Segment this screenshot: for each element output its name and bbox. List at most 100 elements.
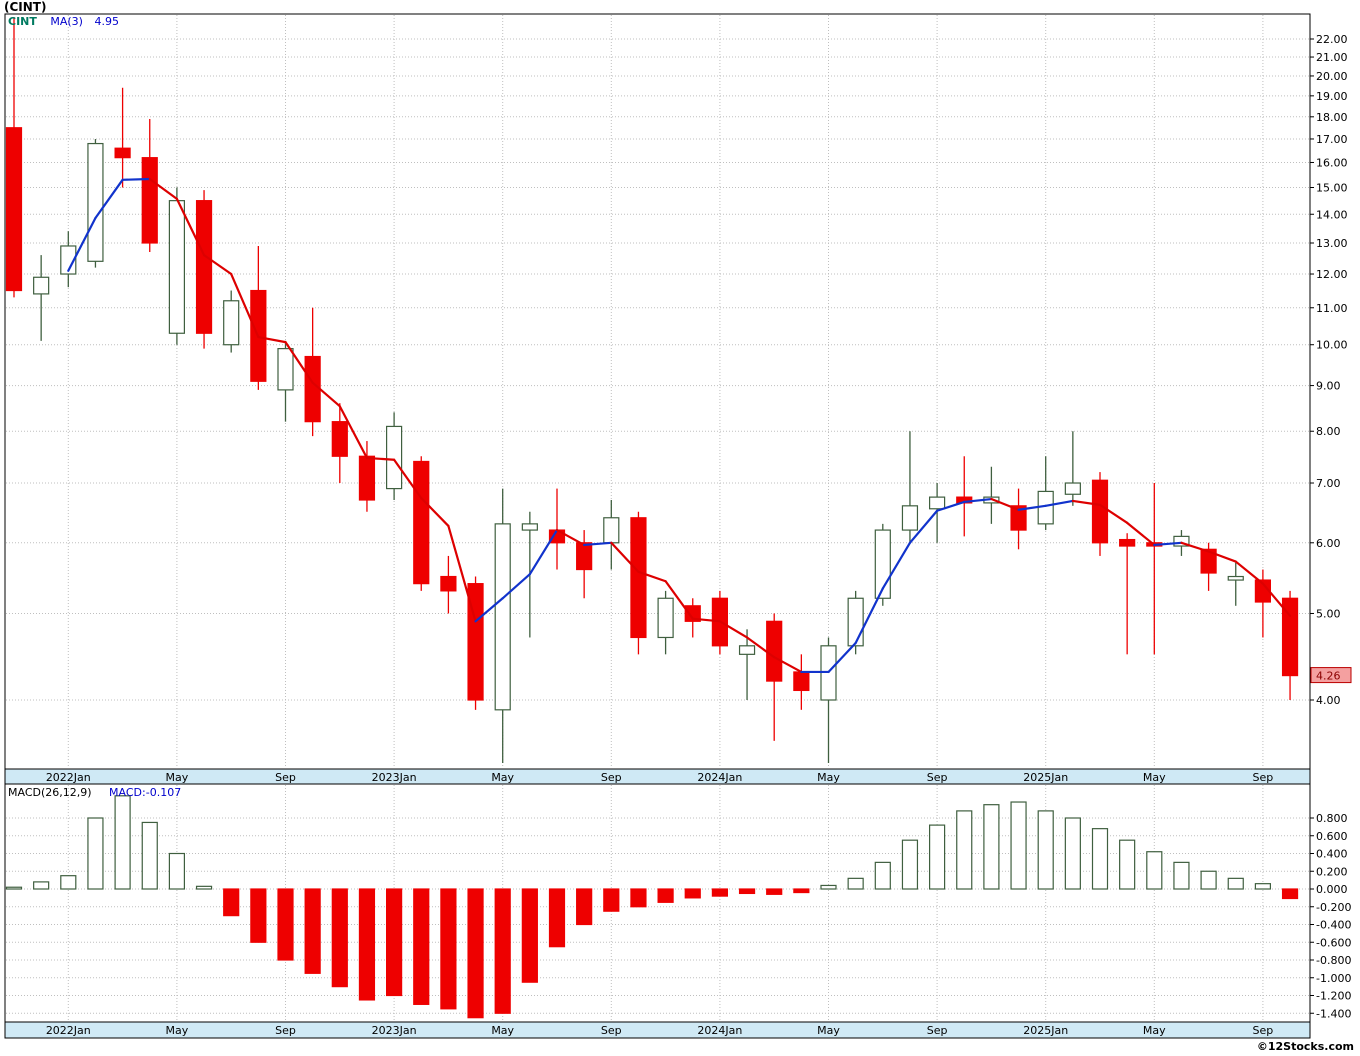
- macd-tick-label: -1.200: [1316, 990, 1351, 1003]
- price-tick-label: 13.00: [1316, 237, 1348, 250]
- macd-bar-2023-12: [684, 888, 701, 899]
- price-tick-label: 18.00: [1316, 111, 1348, 124]
- price-legend: CINT MA(3) 4.95: [8, 15, 127, 28]
- ma3-line-segment: [1071, 499, 1102, 506]
- macd-bar-2024-12: [1010, 801, 1027, 890]
- ma3-line-segment: [555, 528, 586, 547]
- ma3-line-segment: [257, 335, 287, 344]
- macd-bar-2024-08: [901, 839, 919, 890]
- price-tick-label: 5.00: [1316, 607, 1341, 620]
- candle-body-2021-11: [5, 127, 23, 292]
- macd-bar-2024-09: [928, 824, 946, 890]
- candle-body-2023-01: [386, 425, 403, 490]
- candle-body-2024-06: [847, 597, 864, 647]
- macd-bar-2022-07: [223, 888, 240, 917]
- candle-body-2025-02: [1064, 482, 1081, 495]
- ma3-line-segment: [1234, 560, 1265, 585]
- candle-body-2021-12: [33, 276, 50, 295]
- ma3-line-segment: [365, 456, 396, 461]
- candle-body-2022-06: [195, 200, 213, 334]
- ma3-line-segment: [827, 641, 857, 674]
- price-panel: [4, 13, 1311, 770]
- price-tick-label: 9.00: [1316, 380, 1341, 393]
- candle-body-2025-07: [1200, 548, 1217, 574]
- ma3-line-segment: [338, 405, 369, 460]
- ma3-line-segment: [583, 541, 613, 547]
- ma3-line-segment: [990, 497, 1020, 511]
- ma3-line-segment: [393, 458, 423, 500]
- price-tick-label: 4.00: [1316, 694, 1341, 707]
- macd-bar-2022-01: [60, 875, 77, 890]
- date-label-macd: Sep: [275, 1024, 296, 1037]
- macd-bar-2022-04: [141, 821, 158, 890]
- ma3-line-segment: [148, 177, 178, 200]
- date-axis-strip-main: [4, 768, 1311, 785]
- ma3-line-segment: [202, 254, 233, 276]
- macd-bar-2023-03: [440, 888, 457, 1010]
- candle-body-2024-08: [901, 505, 919, 531]
- macd-bar-2024-02: [738, 888, 756, 895]
- price-tick-label: 20.00: [1316, 70, 1348, 83]
- macd-bar-2025-08: [1227, 877, 1244, 890]
- ma3-line-segment: [908, 509, 939, 544]
- price-tick-label: 14.00: [1316, 208, 1348, 221]
- ma3-line-segment: [854, 587, 884, 645]
- candle-body-2022-11: [331, 421, 348, 457]
- ma3-line-segment: [963, 497, 993, 504]
- date-label-macd: 2023Jan: [372, 1024, 417, 1037]
- macd-bar-2023-09: [603, 888, 620, 912]
- macd-bar-2023-11: [657, 888, 674, 903]
- candle-body-2025-04: [1119, 538, 1136, 547]
- ma3-line-segment: [1017, 504, 1047, 511]
- ma3-line-segment: [1180, 541, 1210, 553]
- candle-body-2022-05: [168, 200, 185, 334]
- ma3-line-segment: [1207, 550, 1237, 563]
- macd-tick-label: -0.200: [1316, 901, 1351, 914]
- ma3-line-segment: [67, 216, 97, 272]
- date-label-macd: 2024Jan: [697, 1024, 742, 1037]
- last-price-label: 4.26: [1316, 670, 1341, 683]
- ma3-line-segment: [610, 541, 640, 573]
- ma3-line-segment: [664, 580, 694, 620]
- macd-bar-2025-02: [1064, 817, 1081, 890]
- macd-tick-label: 0.200: [1316, 865, 1348, 878]
- price-tick-label: 21.00: [1316, 51, 1348, 64]
- date-label-main: May: [491, 771, 514, 784]
- candle-body-2023-12: [684, 605, 701, 622]
- ma3-line-segment: [175, 197, 206, 257]
- macd-bar-2023-06: [521, 888, 538, 983]
- date-label-main: 2024Jan: [697, 771, 742, 784]
- candle-body-2023-11: [657, 597, 674, 639]
- candle-body-2023-03: [440, 575, 457, 592]
- date-label-macd: 2022Jan: [46, 1024, 91, 1037]
- candle-body-2023-08: [576, 542, 593, 571]
- macd-tick-label: 0.400: [1316, 848, 1348, 861]
- price-tick-label: 12.00: [1316, 268, 1348, 281]
- macd-legend: MACD(26,12,9) MACD:-0.107: [8, 786, 181, 799]
- macd-bar-2022-10: [304, 888, 321, 974]
- price-tick-label: 19.00: [1316, 90, 1348, 103]
- candle-body-2022-04: [141, 157, 158, 244]
- price-tick-label: 16.00: [1316, 156, 1348, 169]
- macd-bar-2022-08: [250, 888, 267, 943]
- macd-bar-2025-06: [1173, 861, 1190, 890]
- ma3-line-segment: [311, 381, 341, 408]
- watermark: ©12Stocks.com: [1256, 1040, 1354, 1053]
- macd-bar-2025-09: [1254, 883, 1272, 890]
- candle-body-2023-10: [630, 517, 647, 639]
- ma3-line-segment: [773, 656, 803, 674]
- date-label-main: Sep: [1253, 771, 1274, 784]
- date-label-main: Sep: [927, 771, 948, 784]
- candle-body-2022-09: [277, 348, 294, 391]
- macd-bar-2022-02: [87, 817, 104, 890]
- candle-body-2022-01: [60, 245, 77, 275]
- ma3-line-segment: [637, 570, 667, 583]
- macd-bar-2025-01: [1037, 810, 1054, 890]
- ma3-line-segment: [121, 177, 151, 181]
- macd-bar-2023-10: [630, 888, 647, 908]
- macd-bar-2023-04: [467, 888, 484, 1019]
- macd-bar-2022-09: [277, 888, 294, 961]
- macd-bar-2024-07: [874, 861, 891, 890]
- candle-body-2025-03: [1091, 479, 1109, 544]
